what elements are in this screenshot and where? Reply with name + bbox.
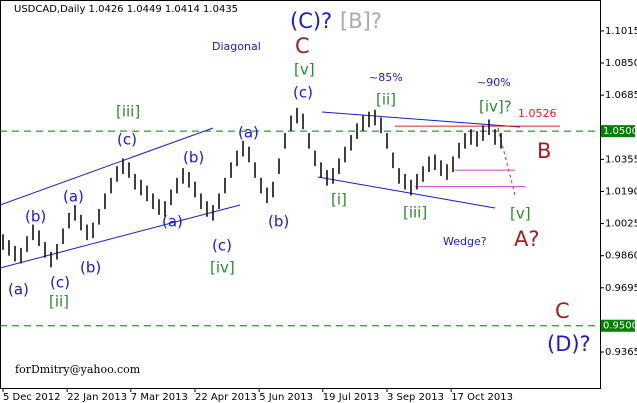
x-tick-label: 5 Dec 2012: [3, 392, 61, 403]
annotation: (a): [162, 213, 183, 231]
plot-frame: [0, 0, 601, 389]
y-tick-label: 1.0025: [605, 219, 637, 230]
annotation: ~90%: [477, 76, 511, 89]
annotation: (b): [183, 149, 204, 167]
annotation: [v]: [294, 61, 315, 79]
level-label-box: [601, 319, 635, 332]
annotation: [ii]: [49, 293, 69, 311]
y-tick-label: 0.9860: [605, 251, 637, 262]
footer: forDmitry@yahoo.com: [15, 363, 141, 376]
x-tick-label: 17 Oct 2013: [451, 392, 513, 403]
red-level-label: 1.0526: [518, 107, 557, 120]
level-label: 1.0500: [603, 126, 637, 137]
annotation: (b): [268, 213, 289, 231]
symbol-line: USDCAD,Daily 1.0426 1.0449 1.0414 1.0435: [14, 4, 238, 15]
y-tick-label: 1.0850: [605, 58, 637, 69]
y-tick-label: 1.0685: [605, 90, 637, 101]
annotation: (D)?: [547, 332, 591, 356]
y-tick-label: 0.9365: [605, 347, 637, 358]
annotation: [iii]: [403, 204, 427, 222]
annotations: (C)? [B]? Diagonal C [v] (c) ~85% ~90% […: [8, 9, 591, 356]
annotation: (c): [212, 237, 232, 255]
annotation: ~85%: [369, 71, 403, 84]
annotation: Wedge?: [443, 235, 487, 248]
annotation: [iv]?: [479, 98, 512, 116]
wedge-upper: [321, 111, 521, 128]
channel-lower: [0, 204, 241, 269]
annotation: [v]: [510, 205, 531, 223]
annotation: (C)?: [290, 9, 332, 33]
annotation: [iv]: [210, 259, 235, 277]
annotation: (a): [63, 188, 84, 206]
y-tick-label: 0.9695: [605, 283, 637, 294]
annotation: [ii]: [376, 91, 396, 109]
annotation: (c): [293, 84, 313, 102]
annotation: (c): [117, 131, 137, 149]
y-tick-label: 1.0355: [605, 154, 637, 165]
channel-upper: [0, 127, 214, 206]
x-tick-label: 7 Mar 2013: [131, 392, 188, 403]
x-tick-label: 22 Jan 2013: [67, 392, 127, 403]
level-label: 0.9500: [603, 321, 637, 332]
wedge-lower: [317, 176, 496, 209]
x-tick-label: 5 Jun 2013: [259, 392, 313, 403]
annotation: A?: [514, 227, 540, 251]
x-tick-label: 22 Apr 2013: [195, 392, 257, 403]
annotation: [i]: [331, 191, 347, 209]
annotation: (c): [50, 274, 70, 292]
y-tick-label: 1.1015: [605, 26, 637, 37]
x-tick-label: 19 Jul 2013: [323, 392, 380, 403]
x-tick-label: 3 Sep 2013: [387, 392, 444, 403]
annotation: (b): [80, 259, 101, 277]
annotation: (a): [8, 281, 29, 299]
level-label-box: [601, 125, 635, 138]
annotation: [iii]: [116, 103, 140, 121]
annotation: C: [295, 34, 310, 58]
annotation: B: [537, 139, 551, 163]
annotation: C: [555, 299, 570, 323]
annotation: Diagonal: [212, 40, 261, 53]
y-tick-label: 1.0190: [605, 186, 637, 197]
marks: [0, 107, 600, 327]
annotation: (b): [25, 208, 46, 226]
annotation: (a): [238, 124, 259, 142]
annotation: [B]?: [340, 9, 382, 33]
